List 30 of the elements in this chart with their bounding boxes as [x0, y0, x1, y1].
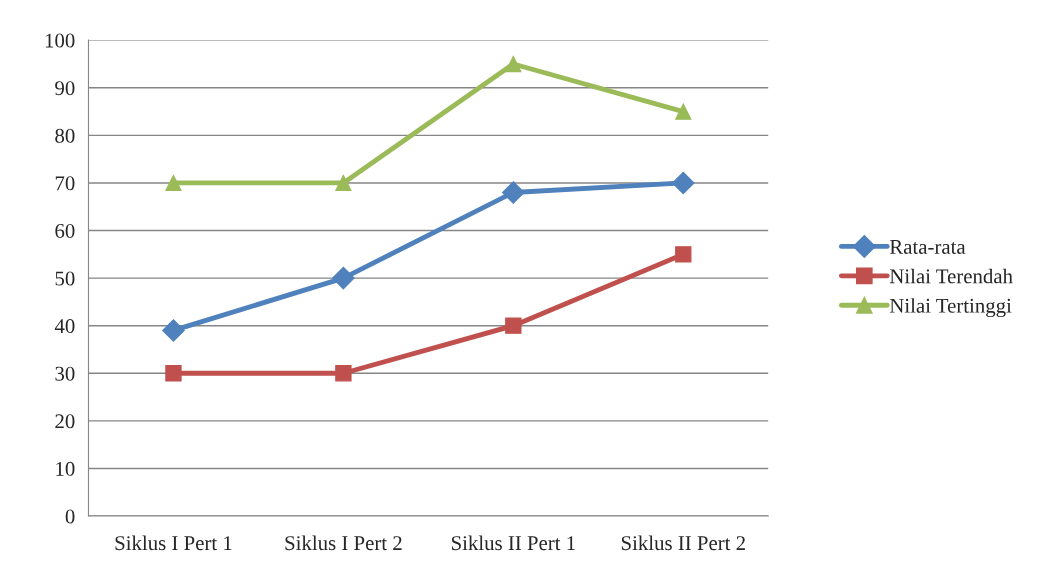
point [675, 246, 692, 263]
y-tick-label: 100 [45, 33, 75, 48]
y-tick-label: 10 [56, 461, 75, 476]
y-tick-label: 60 [55, 223, 75, 238]
x-tick-label: Siklus I Pert 1 [115, 535, 232, 551]
point [332, 266, 355, 290]
y-tick-label: 40 [54, 319, 75, 334]
point [162, 319, 185, 342]
x-tick-label: Siklus I Pert 2 [285, 535, 402, 551]
legend-label: Nilai Terendah [889, 268, 1013, 284]
y-tick-label: 0 [65, 509, 75, 524]
point [165, 365, 182, 382]
point [505, 317, 522, 334]
point [335, 174, 352, 192]
y-tick-label: 30 [55, 366, 75, 381]
point [675, 103, 692, 120]
point [335, 365, 352, 382]
x-tick-label: Siklus II Pert 1 [451, 535, 575, 551]
legend-label: Nilai Tertinggi [889, 298, 1012, 318]
point [671, 171, 695, 195]
y-tick-label: 20 [55, 414, 75, 429]
x-tick-label: Siklus II Pert 2 [621, 535, 745, 551]
legend-label: Rata-rata [889, 240, 966, 254]
point [165, 174, 182, 192]
y-tick-label: 90 [55, 81, 75, 96]
y-tick-label: 70 [55, 176, 75, 191]
y-tick-label: 80 [55, 128, 75, 143]
y-tick-label: 50 [55, 271, 75, 286]
point [502, 181, 525, 204]
point [505, 55, 522, 73]
